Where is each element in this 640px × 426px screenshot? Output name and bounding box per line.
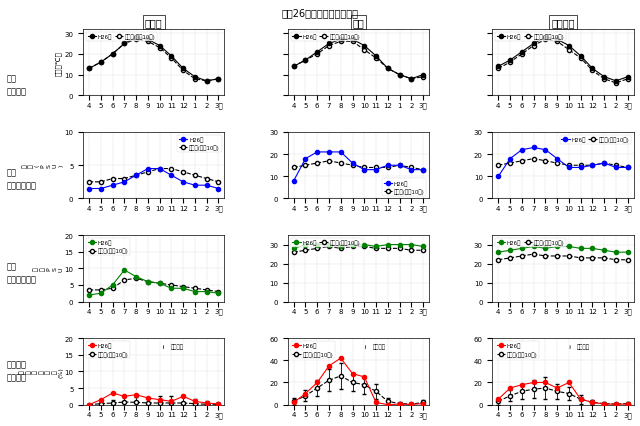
Legend: H26年, 平均値(過去10年): H26年, 平均値(過去10年) [291,33,362,41]
Text: 塩分
（表層平均）: 塩分 （表層平均） [6,168,36,190]
Legend: H26年, 平均値(過去10年): H26年, 平均値(過去10年) [382,179,426,196]
Legend: H26年, 平均値(過去10年): H26年, 平均値(過去10年) [86,33,157,41]
Legend: H26年, 平均値(過去10年): H26年, 平均値(過去10年) [495,341,540,358]
Y-axis label: 塩
分
(
P
S
U
): 塩 分 ( P S U ) [22,164,63,168]
Y-axis label: 貧
酸
素
水
割
合
(%): 貧 酸 素 水 割 合 (%) [19,366,63,377]
Legend: H26年, 平均値(過去10年): H26年, 平均値(過去10年) [291,341,335,358]
Text: 標準偏差: 標準偏差 [372,344,385,349]
Text: 塩分
（底層平均）: 塩分 （底層平均） [6,262,36,283]
Legend: H26年, 平均値(過去10年): H26年, 平均値(過去10年) [559,135,631,144]
Title: 本庄水域: 本庄水域 [551,18,575,28]
Legend: H26年, 平均値(過去10年): H26年, 平均値(過去10年) [495,238,566,247]
Text: 水温
（表層）: 水温 （表層） [6,75,26,96]
Y-axis label: 水温（℃）: 水温（℃） [55,51,61,75]
Legend: H26年, 平均値(過去10年): H26年, 平均値(過去10年) [86,341,130,358]
Legend: H26年, 平均値(過去10年): H26年, 平均値(過去10年) [495,33,566,41]
Y-axis label: 塩
分
P
S
U: 塩 分 P S U [33,266,63,271]
Legend: H26年, 平均値(過去10年): H26年, 平均値(過去10年) [177,135,221,153]
Text: 貧酸素水
体積割合: 貧酸素水 体積割合 [6,360,26,381]
Text: 平成26年度の各水域の水質: 平成26年度の各水域の水質 [282,9,358,18]
Legend: H26年, 平均値(過去10年): H26年, 平均値(過去10年) [291,238,362,247]
Text: 標準偏差: 標準偏差 [577,344,590,349]
Legend: H26年, 平均値(過去10年): H26年, 平均値(過去10年) [86,238,130,256]
Title: 中海: 中海 [353,18,364,28]
Text: 標準偏差: 標準偏差 [171,344,184,349]
Title: 穴道湖: 穴道湖 [145,18,163,28]
